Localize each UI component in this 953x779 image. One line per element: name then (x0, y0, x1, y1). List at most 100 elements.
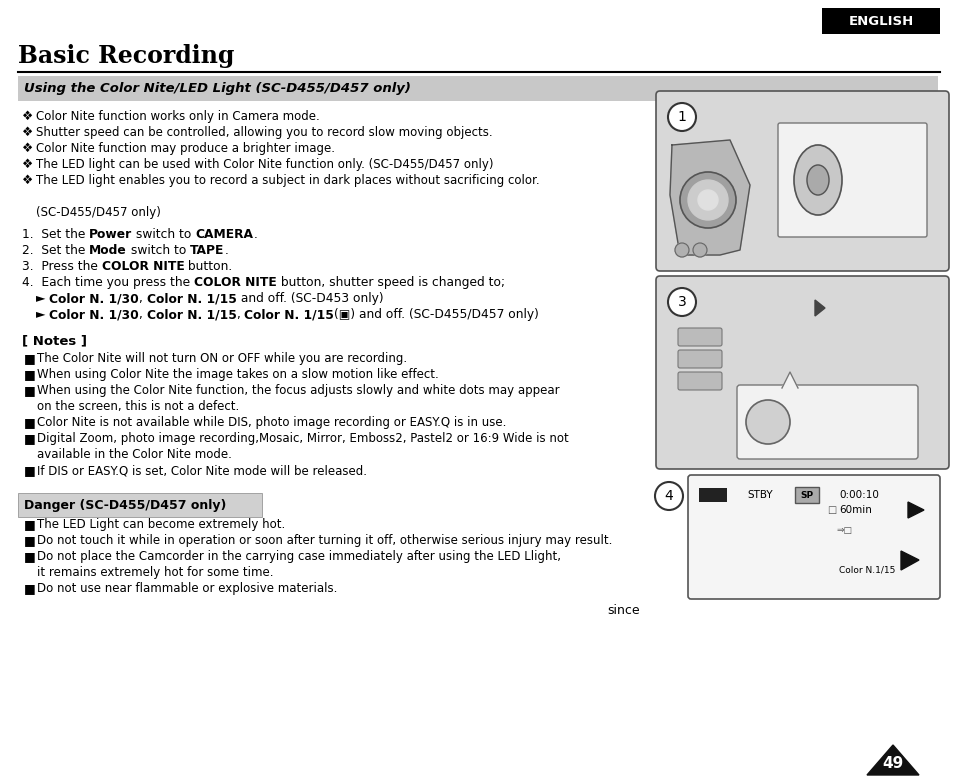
Text: Color N. 1/30: Color N. 1/30 (50, 292, 139, 305)
Text: ENGLISH: ENGLISH (847, 15, 913, 27)
Text: When using the Color Nite function, the focus adjusts slowly and white dots may : When using the Color Nite function, the … (37, 384, 559, 397)
Text: 1.  Set the: 1. Set the (22, 228, 90, 241)
Text: Power: Power (90, 228, 132, 241)
FancyBboxPatch shape (821, 8, 939, 34)
Polygon shape (814, 300, 824, 316)
Text: Using the Color Nite/LED Light (SC-D455/D457 only): Using the Color Nite/LED Light (SC-D455/… (24, 82, 411, 95)
Text: Shutter speed can be controlled, allowing you to record slow moving objects.: Shutter speed can be controlled, allowin… (36, 126, 492, 139)
Text: SP: SP (800, 491, 813, 499)
Text: ,: , (139, 308, 147, 321)
Text: Color Nite function works only in Camera mode.: Color Nite function works only in Camera… (36, 110, 319, 123)
FancyBboxPatch shape (678, 328, 721, 346)
Text: Mode: Mode (90, 244, 127, 257)
Circle shape (679, 172, 735, 228)
Text: ● OFF: ● OFF (862, 175, 887, 185)
Text: Danger (SC-D455/D457 only): Danger (SC-D455/D457 only) (24, 499, 226, 512)
Text: ● PLAYER: ● PLAYER (862, 149, 902, 157)
Text: ❖: ❖ (22, 110, 33, 123)
Text: Color Nite function may produce a brighter image.: Color Nite function may produce a bright… (36, 142, 335, 155)
Text: Color Nite is not available while DIS, photo image recording or EASY.Q is in use: Color Nite is not available while DIS, p… (37, 416, 506, 429)
Circle shape (675, 243, 688, 257)
Text: on the screen, this is not a defect.: on the screen, this is not a defect. (37, 400, 239, 413)
Text: Color N. 1/15: Color N. 1/15 (147, 292, 236, 305)
FancyBboxPatch shape (18, 76, 937, 101)
Polygon shape (669, 140, 749, 255)
FancyBboxPatch shape (678, 372, 721, 390)
Text: 49: 49 (882, 756, 902, 771)
Text: ■: ■ (24, 368, 35, 381)
Text: Digital Zoom, photo image recording,Mosaic, Mirror, Emboss2, Pastel2 or 16:9 Wid: Digital Zoom, photo image recording,Mosa… (37, 432, 568, 445)
Text: The Color Nite will not turn ON or OFF while you are recording.: The Color Nite will not turn ON or OFF w… (37, 352, 407, 365)
Text: (▣) and off. (SC-D455/D457 only): (▣) and off. (SC-D455/D457 only) (334, 308, 538, 321)
Text: ■: ■ (24, 416, 35, 429)
Text: The LED light can be used with Color Nite function only. (SC-D455/D457 only): The LED light can be used with Color Nit… (36, 158, 493, 171)
Text: The LED Light can become extremely hot.: The LED Light can become extremely hot. (37, 518, 285, 531)
Text: ■: ■ (24, 384, 35, 397)
Text: ■: ■ (24, 534, 35, 547)
Text: (SC-D455/D457 only): (SC-D455/D457 only) (36, 206, 161, 219)
Circle shape (745, 400, 789, 444)
Text: ■: ■ (24, 432, 35, 445)
Text: 4: 4 (664, 489, 673, 503)
Text: STBY: STBY (746, 490, 772, 500)
Text: 0:00:10: 0:00:10 (838, 490, 878, 500)
Text: NITE/: NITE/ (800, 417, 827, 427)
Polygon shape (900, 551, 918, 570)
Text: The LED light enables you to record a subject in dark places without sacrificing: The LED light enables you to record a su… (36, 174, 539, 187)
FancyBboxPatch shape (778, 123, 926, 237)
Text: 3: 3 (677, 295, 685, 309)
Text: 60min: 60min (838, 505, 871, 515)
Text: ❖: ❖ (22, 174, 33, 187)
Text: ,: , (139, 292, 147, 305)
Text: ■: ■ (24, 464, 35, 477)
FancyBboxPatch shape (18, 493, 262, 517)
Circle shape (687, 180, 727, 220)
Text: CAMERA: CAMERA (195, 228, 253, 241)
Text: ■: ■ (24, 550, 35, 563)
Text: Do not use near flammable or explosive materials.: Do not use near flammable or explosive m… (37, 582, 337, 595)
Text: COLOR: COLOR (800, 399, 836, 409)
Text: button, shutter speed is changed to;: button, shutter speed is changed to; (276, 276, 504, 289)
Text: 1: 1 (677, 110, 686, 124)
Text: Do not place the Camcorder in the carrying case immediately after using the LED : Do not place the Camcorder in the carryi… (37, 550, 560, 563)
Text: ►: ► (36, 292, 50, 305)
Text: COLOR NITE: COLOR NITE (193, 276, 276, 289)
FancyBboxPatch shape (656, 91, 948, 271)
FancyBboxPatch shape (699, 488, 726, 502)
Text: ■: ■ (24, 582, 35, 595)
Ellipse shape (793, 145, 841, 215)
Polygon shape (866, 745, 918, 775)
Text: switch to: switch to (132, 228, 195, 241)
Text: Color N. 1/15: Color N. 1/15 (244, 308, 334, 321)
Text: since: since (607, 604, 639, 617)
Text: 4.  Each time you press the: 4. Each time you press the (22, 276, 193, 289)
Text: COLOR NITE: COLOR NITE (102, 260, 184, 273)
Text: ❖: ❖ (22, 126, 33, 139)
Text: Color N. 1/15: Color N. 1/15 (147, 308, 236, 321)
Text: 3.  Press the: 3. Press the (22, 260, 102, 273)
Circle shape (655, 482, 682, 510)
Polygon shape (781, 372, 797, 388)
Text: ❖: ❖ (22, 142, 33, 155)
Polygon shape (907, 502, 923, 518)
Text: ■: ■ (24, 518, 35, 531)
Circle shape (667, 288, 696, 316)
Circle shape (692, 243, 706, 257)
FancyBboxPatch shape (737, 385, 917, 459)
Text: switch to: switch to (127, 244, 190, 257)
Text: Color N. 1/30: Color N. 1/30 (50, 308, 139, 321)
Text: Basic Recording: Basic Recording (18, 44, 234, 68)
Text: When using Color Nite the image takes on a slow motion like effect.: When using Color Nite the image takes on… (37, 368, 438, 381)
Text: .: . (253, 228, 257, 241)
Ellipse shape (806, 165, 828, 195)
Text: ⇒□: ⇒□ (835, 526, 851, 534)
Text: available in the Color Nite mode.: available in the Color Nite mode. (37, 448, 232, 461)
Text: Color N.1/15: Color N.1/15 (838, 566, 895, 574)
Text: If DIS or EASY.Q is set, Color Nite mode will be released.: If DIS or EASY.Q is set, Color Nite mode… (37, 464, 367, 477)
Text: TAPE: TAPE (190, 244, 224, 257)
Text: □: □ (826, 505, 836, 515)
Text: .: . (224, 244, 229, 257)
Text: it remains extremely hot for some time.: it remains extremely hot for some time. (37, 566, 274, 579)
FancyBboxPatch shape (687, 475, 939, 599)
FancyBboxPatch shape (678, 350, 721, 368)
